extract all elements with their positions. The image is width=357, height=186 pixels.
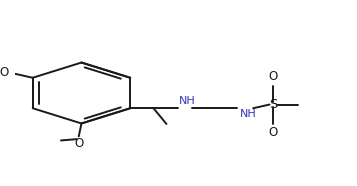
Text: NH: NH <box>179 96 196 106</box>
Text: S: S <box>269 98 277 111</box>
Text: O: O <box>74 137 84 150</box>
Text: O: O <box>0 66 9 79</box>
Text: O: O <box>268 126 278 139</box>
Text: O: O <box>268 70 278 83</box>
Text: NH: NH <box>240 109 257 119</box>
